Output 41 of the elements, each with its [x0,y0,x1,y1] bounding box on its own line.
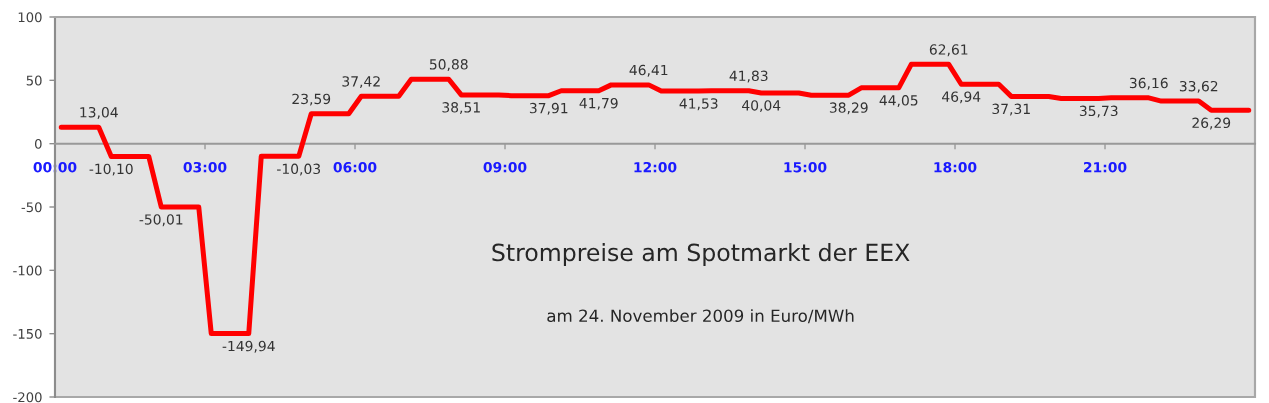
data-label: -149,94 [222,340,275,353]
x-tick-label: 03:00 [183,161,227,173]
text: Strompreise am Spotmarkt der EEX [492,243,910,266]
data-label: 38,29 [829,102,868,115]
data-label: -10,03 [277,163,321,176]
data-label: 35,73 [1079,105,1118,118]
data-label: 37,42 [342,76,380,89]
data-label: 50,88 [429,59,468,71]
data-label: 36,16 [1129,77,1168,90]
data-label: 44,05 [879,95,918,107]
data-label: 37,91 [529,102,568,115]
x-tick-label: 18:00 [934,161,977,173]
data-label: 41,83 [729,70,768,83]
data-label: 13,04 [80,107,118,119]
y-tick-label: -100 [13,265,42,276]
data-label: 41,79 [579,97,618,110]
data-label: 33,62 [1179,80,1218,93]
x-tick-label: 12:00 [634,161,677,173]
data-label: 38,51 [442,102,480,114]
data-label: 46,41 [629,64,668,77]
data-label: 26,29 [1192,117,1231,130]
y-tick-label: 100 [18,12,42,23]
y-tick-label: -50 [21,202,42,213]
data-label: 62,61 [929,44,968,57]
y-tick-label: 50 [26,75,42,86]
x-tick-label: 09:00 [483,161,527,173]
data-label: 41,53 [679,98,718,111]
x-tick-label: 00:00 [33,161,77,173]
text: am 24. November 2009 in Euro/MWh [547,309,854,324]
x-tick-label: 06:00 [333,161,377,173]
y-tick-label: -200 [13,392,42,403]
x-tick-label: 15:00 [784,161,827,173]
x-tick-label: 21:00 [1083,161,1127,173]
data-label: -50,01 [139,214,183,227]
data-label: -10,10 [89,163,133,176]
y-tick-label: 0 [34,138,42,149]
y-tick-label: -150 [13,328,42,339]
data-label: 37,31 [992,103,1030,116]
data-label: 23,59 [292,93,331,106]
data-label: 46,94 [942,91,981,104]
data-label: 40,04 [742,100,781,113]
